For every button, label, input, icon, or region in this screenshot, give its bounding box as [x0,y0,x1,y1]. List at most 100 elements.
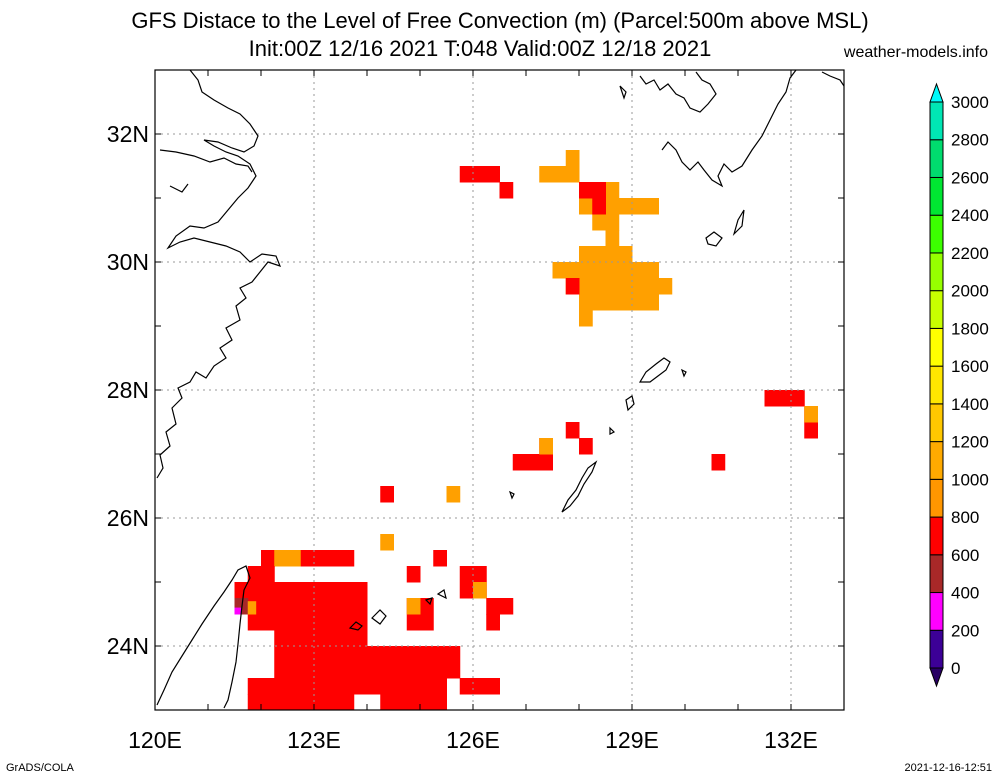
lon-tick-label: 123E [287,727,341,753]
colorbar-swatch [929,365,944,405]
field-cell-red [380,486,394,503]
field-cell-orange [565,150,580,167]
coastline-taiwan [156,565,251,709]
colorbar-label: 1800 [951,319,989,338]
colorbar-swatch [929,478,944,518]
colorbar-label: 200 [951,621,979,640]
field-cell-red [512,454,553,471]
field-cell-red [433,550,447,567]
field-cell-red [247,566,275,583]
field-cell-magenta [234,607,242,615]
field-cell-orange [579,294,646,311]
lon-tick-label: 129E [605,727,659,753]
lon-tick-label: 120E [128,727,182,753]
lon-tick-label: 132E [764,727,818,753]
field-cell-orange [406,598,421,615]
lat-tick-label: 24N [107,633,149,659]
colorbar-label: 800 [951,508,979,527]
field-cell-orange [539,166,580,183]
field-cell-red [592,182,606,215]
field-cell-red [274,630,368,647]
colorbar-label: 1200 [951,433,989,452]
colorbar-label: 1000 [951,470,989,489]
field-cell-orange [579,198,659,215]
colorbar-label: 400 [951,584,979,603]
lfc-distance-field [234,150,818,711]
coastline-yakushima [705,231,723,247]
colorbar-swatch [929,101,944,141]
colorbar-label: 2400 [951,206,989,225]
colorbar-swatch [929,554,944,594]
colorbar-label: 600 [951,546,979,565]
colorbar-swatch [929,629,944,669]
colorbar-swatch [929,516,944,556]
field-cell-orange [446,486,461,503]
lat-tick-label: 30N [107,249,149,275]
field-cell-orange [539,438,553,455]
field-cell-red [499,182,514,199]
coastline-amami-oshima [638,357,687,383]
field-cell-red [565,278,580,295]
colorbar-swatch [929,592,944,631]
lat-tick-label: 32N [107,121,149,147]
lon-tick-label: 126E [446,727,500,753]
render-timestamp: 2021-12-16-12:51 [904,762,992,774]
field-cell-red [300,550,355,567]
field-cell-orange [804,406,818,423]
field-cell-red [565,422,580,439]
coastline-china [156,69,282,479]
field-cell-red [459,166,500,183]
field-cell-red [486,614,500,631]
field-cell-red [764,390,805,407]
field-cell-orange [605,230,620,247]
field-cell-red [579,438,593,455]
field-cell-red [711,454,726,471]
colorbar-swatch [929,290,944,329]
field-cell-red [274,646,461,679]
coastline-kyushu [619,69,797,188]
field-cell-orange [473,582,487,599]
coastline [156,69,845,709]
field-cell-red [406,566,421,583]
lat-tick-label: 26N [107,505,149,531]
coastline-yaeyama-islands [348,589,447,631]
colorbar-swatch [929,327,944,367]
site-credit[interactable]: weather-models.info [843,44,988,61]
colorbar-swatch [929,214,944,254]
colorbar-swatch [929,441,944,480]
software-credit: GrADS/COLA [6,762,74,774]
field-cell-orange [247,601,257,615]
colorbar: 0 200 400 600 800 1000 1200 1400 1600 1800 2000 220… [929,82,989,688]
coastline-shikoku [821,71,845,87]
colorbar-label: 2200 [951,244,989,263]
field-cell-red [459,678,500,695]
colorbar-bottom-arrow [929,667,944,688]
colorbar-label: 0 [951,659,960,678]
chart-title: GFS Distace to the Level of Free Convect… [131,8,869,33]
lat-tick-label: 28N [107,377,149,403]
field-cell-red [486,598,514,615]
coastline-okinawa [508,395,635,513]
colorbar-label: 1600 [951,357,989,376]
field-cell-red [247,582,368,631]
field-cell-orange [592,214,620,231]
field-cell-orange [565,278,673,295]
colorbar-label: 3000 [951,93,989,112]
field-cell-orange [380,534,394,551]
colorbar-swatch [929,252,944,292]
field-cell-red [247,694,355,711]
colorbar-swatch [929,176,944,216]
axis-ticks: 120E 123E 126E 129E 132E 24N 26N 28N 30N 32N [107,69,845,753]
colorbar-label: 2600 [951,168,989,187]
field-cell-red [380,694,447,711]
colorbar-label: 2800 [951,131,989,150]
chart-subtitle: Init:00Z 12/16 2021 T:048 Valid:00Z 12/1… [248,36,712,61]
field-cell-orange [645,294,659,311]
field-cell-orange [579,246,633,263]
field-cell-orange [552,262,659,279]
field-cell-red [579,182,593,199]
field-cell-orange [274,550,302,567]
field-cell-orange [579,310,593,327]
coastline-tanegashima [732,209,745,237]
